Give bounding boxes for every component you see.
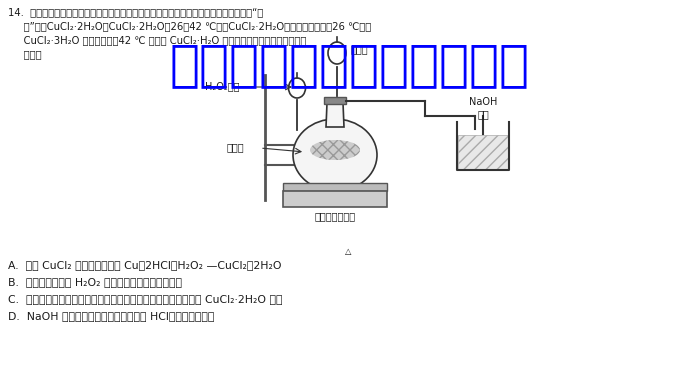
- Text: NaOH
溶液: NaOH 溶液: [469, 97, 497, 119]
- Text: H₂O₂溶液: H₂O₂溶液: [205, 81, 239, 91]
- Text: 14.  氯化铜为黄棕色粉末，通常用作催化剂、媒染剂和杀虫剂等。某学习小组利用废铜屑“湿: 14. 氯化铜为黄棕色粉末，通常用作催化剂、媒染剂和杀虫剂等。某学习小组利用废铜…: [8, 7, 263, 17]
- Text: A.  制备 CuCl₂ 的化学方程式为 Cu＋2HCl＋H₂O₂ —CuCl₂＋2H₂O: A. 制备 CuCl₂ 的化学方程式为 Cu＋2HCl＋H₂O₂ —CuCl₂＋…: [8, 260, 281, 270]
- Text: 微信公众号关注：趣找答案: 微信公众号关注：趣找答案: [170, 41, 530, 89]
- Text: B.  制备时，反应物 H₂O₂ 的实际用量要大于理论用量: B. 制备时，反应物 H₂O₂ 的实际用量要大于理论用量: [8, 277, 182, 287]
- Text: D.  NaOH 溶液的作用是吸收挥发出来的 HCl，防止污染空气: D. NaOH 溶液的作用是吸收挥发出来的 HCl，防止污染空气: [8, 311, 214, 321]
- Ellipse shape: [310, 140, 360, 160]
- FancyBboxPatch shape: [283, 191, 387, 207]
- Text: C.  反应结束后，蕉发浓缩、结晶、过滤、洗浤、低温干燥即可得 CuCl₂·2H₂O 晶体: C. 反应结束后，蕉发浓缩、结晶、过滤、洗浤、低温干燥即可得 CuCl₂·2H₂…: [8, 294, 283, 304]
- Text: CuCl₂·3H₂O 的形式存在，42 ℃ 以上以 CuCl₂·H₂O 的形式存在）。下列有关说法错: CuCl₂·3H₂O 的形式存在，42 ℃ 以上以 CuCl₂·H₂O 的形式存…: [8, 35, 307, 45]
- FancyBboxPatch shape: [324, 97, 346, 104]
- Text: 液盐酸: 液盐酸: [351, 44, 369, 54]
- Text: 法”制备CuCl₂·2H₂O（CuCl₂·2H₂O在26～42 ℃时以CuCl₂·2H₂O的形式存在，低于26 ℃时以: 法”制备CuCl₂·2H₂O（CuCl₂·2H₂O在26～42 ℃时以CuCl₂…: [8, 21, 371, 31]
- Text: 误的是: 误的是: [8, 49, 41, 59]
- Ellipse shape: [328, 42, 346, 64]
- Text: △: △: [344, 247, 351, 256]
- Ellipse shape: [288, 78, 305, 98]
- Text: 废铜屑: 废铜屑: [227, 142, 244, 152]
- FancyBboxPatch shape: [283, 183, 387, 191]
- Ellipse shape: [293, 119, 377, 191]
- FancyBboxPatch shape: [458, 135, 508, 169]
- Text: 电热磁力搞拌器: 电热磁力搞拌器: [314, 211, 356, 221]
- Polygon shape: [326, 103, 344, 127]
